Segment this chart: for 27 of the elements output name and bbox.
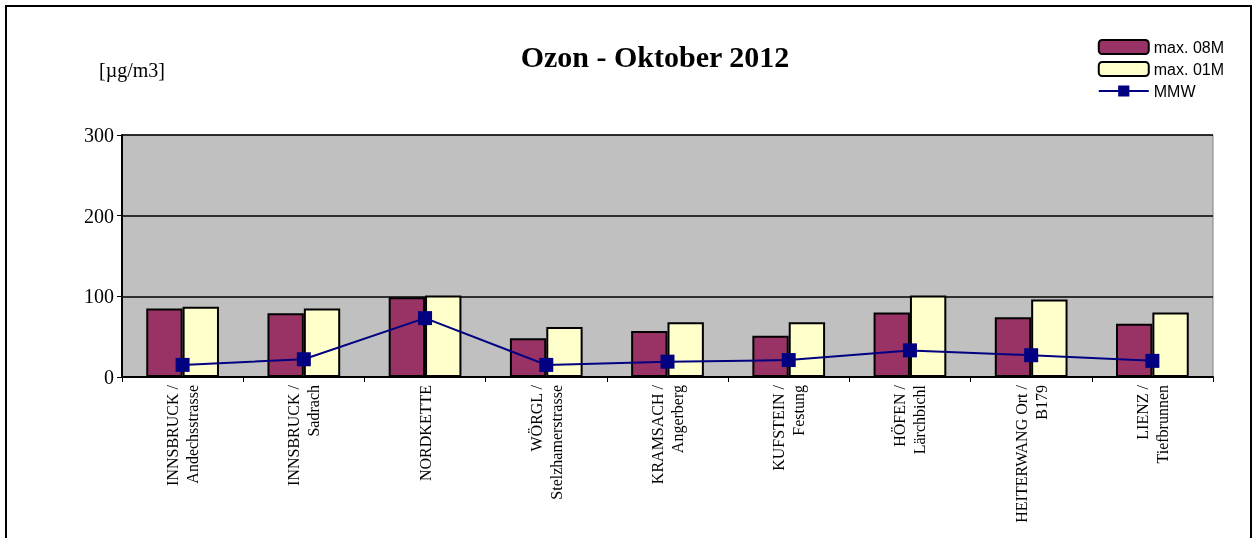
x-tick-label: WÖRGL / Stelzhamerstrasse [527, 384, 565, 500]
legend-label: max. 01M [1153, 60, 1225, 78]
point [296, 352, 311, 367]
point [418, 311, 433, 326]
y-tick-label: 200 [84, 204, 114, 227]
chart-title: Ozon - Oktober 2012 [520, 39, 790, 73]
x-tick-label: KRAMSACH / Angerberg [649, 384, 687, 485]
point [660, 354, 675, 369]
x-tick-label: HEITERWANG Ort / B179 [1012, 384, 1050, 523]
point [1145, 353, 1160, 368]
x-tick-label: NORDKETTE [416, 385, 434, 481]
y-tick-label: 0 [104, 366, 114, 388]
x-tick-label: INNSBRUCK / Andechsstrasse [164, 384, 202, 486]
point [539, 357, 554, 372]
point [175, 357, 190, 372]
point [902, 343, 917, 358]
point [1024, 348, 1039, 363]
point [781, 353, 796, 368]
x-tick-label: HÖFEN / Lärchbichl [891, 384, 929, 455]
y-tick-label: 300 [84, 124, 114, 146]
x-tick-label: INNSBRUCK / Sadrach [285, 384, 323, 486]
y-axis-title: [µg/m3] [99, 59, 165, 82]
y-tick-label: 100 [84, 285, 114, 308]
x-tick-label: LIENZ / Tiefbrunnen [1133, 384, 1171, 464]
legend-label: MMW [1153, 82, 1197, 100]
x-tick-label: KUFSTEIN / Festung [770, 384, 809, 471]
legend-label: max. 08M [1153, 38, 1225, 56]
